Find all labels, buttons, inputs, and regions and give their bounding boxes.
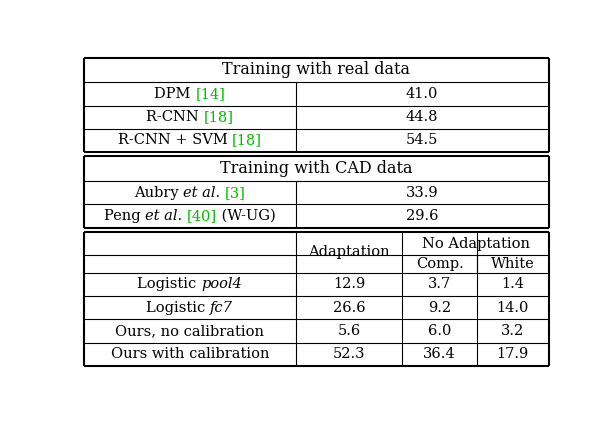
- Text: [18]: [18]: [203, 110, 233, 124]
- Text: [3]: [3]: [225, 186, 246, 200]
- Text: 12.9: 12.9: [333, 277, 365, 291]
- Text: 54.5: 54.5: [406, 134, 438, 148]
- Text: (W-UG): (W-UG): [217, 209, 276, 223]
- Text: Ours with calibration: Ours with calibration: [111, 347, 269, 361]
- Text: Adaptation: Adaptation: [308, 245, 390, 259]
- Text: Training with CAD data: Training with CAD data: [220, 160, 413, 177]
- Text: et al.: et al.: [183, 186, 221, 200]
- Text: 6.0: 6.0: [428, 324, 451, 338]
- Text: fc7: fc7: [210, 301, 233, 314]
- Text: Training with real data: Training with real data: [222, 61, 410, 78]
- Text: 3.7: 3.7: [428, 277, 451, 291]
- Text: 41.0: 41.0: [406, 87, 438, 101]
- Text: 14.0: 14.0: [496, 301, 529, 314]
- Text: 5.6: 5.6: [338, 324, 360, 338]
- Text: Ours, no calibration: Ours, no calibration: [115, 324, 264, 338]
- Text: 9.2: 9.2: [428, 301, 451, 314]
- Text: No Adaptation: No Adaptation: [421, 237, 530, 251]
- Text: White: White: [491, 257, 535, 271]
- Text: R-CNN: R-CNN: [146, 110, 203, 124]
- Text: 33.9: 33.9: [406, 186, 439, 200]
- Text: Peng: Peng: [104, 209, 145, 223]
- Text: et al.: et al.: [145, 209, 182, 223]
- Text: 26.6: 26.6: [333, 301, 365, 314]
- Text: 17.9: 17.9: [496, 347, 529, 361]
- Text: [14]: [14]: [195, 87, 225, 101]
- Text: [40]: [40]: [187, 209, 217, 223]
- Text: 36.4: 36.4: [423, 347, 456, 361]
- Text: 52.3: 52.3: [333, 347, 365, 361]
- Text: pool4: pool4: [201, 277, 242, 291]
- Text: R-CNN + SVM: R-CNN + SVM: [118, 134, 232, 148]
- Text: Comp.: Comp.: [416, 257, 463, 271]
- Text: Aubry: Aubry: [134, 186, 183, 200]
- Text: 3.2: 3.2: [501, 324, 524, 338]
- Text: 29.6: 29.6: [406, 209, 439, 223]
- Text: Logistic: Logistic: [147, 301, 210, 314]
- Text: DPM: DPM: [155, 87, 195, 101]
- Text: [18]: [18]: [232, 134, 262, 148]
- Text: 1.4: 1.4: [501, 277, 524, 291]
- Text: 44.8: 44.8: [406, 110, 439, 124]
- Text: Logistic: Logistic: [137, 277, 201, 291]
